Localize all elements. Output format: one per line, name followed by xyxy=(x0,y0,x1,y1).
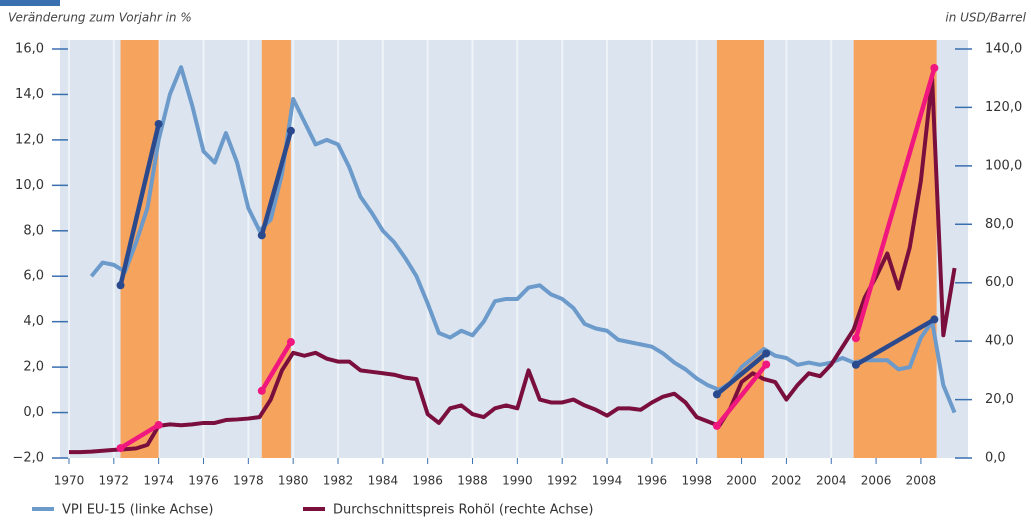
x-tick-label: 1984 xyxy=(368,474,399,488)
x-tick-label: 2002 xyxy=(771,474,802,488)
x-tick-label: 1974 xyxy=(143,474,174,488)
trend-start xyxy=(257,386,266,395)
trend-start xyxy=(712,390,721,399)
x-tick-label: 1980 xyxy=(278,474,309,488)
trend-end xyxy=(930,63,939,72)
trend-start xyxy=(712,421,721,430)
trend-line xyxy=(259,128,294,238)
trend-start xyxy=(851,334,860,343)
y-tick-label: 4,0 xyxy=(23,314,44,329)
highlight-band xyxy=(261,40,291,458)
data-line xyxy=(68,76,957,455)
x-tick-label: 1996 xyxy=(637,474,668,488)
y-tick-label: −2,0 xyxy=(12,451,44,466)
y2-tick-label: 120,0 xyxy=(985,100,1022,115)
plot-background xyxy=(60,40,968,458)
y2-tick-label: 140,0 xyxy=(985,42,1022,57)
y2-tick-label: 20,0 xyxy=(985,392,1014,407)
trend-line xyxy=(259,339,294,394)
legend-label: Durchschnittspreis Rohöl (rechte Achse) xyxy=(333,503,593,518)
y-tick-label: 16,0 xyxy=(15,42,44,57)
title-fragment xyxy=(0,0,60,6)
y-tick-label: 6,0 xyxy=(23,269,44,284)
y-tick-label: 14,0 xyxy=(15,87,44,102)
legend-label: VPI EU-15 (linke Achse) xyxy=(62,503,213,518)
trend-line xyxy=(853,65,937,341)
x-tick-label: 1990 xyxy=(502,474,533,488)
trend-line xyxy=(118,121,161,288)
x-tick-label: 1976 xyxy=(188,474,219,488)
trend-line xyxy=(714,351,769,397)
y-tick-label: 10,0 xyxy=(15,178,44,193)
trend-line xyxy=(118,422,161,451)
trend-end xyxy=(286,338,295,347)
x-tick-label: 2004 xyxy=(816,474,847,488)
trend-end xyxy=(154,420,163,429)
y2-tick-label: 100,0 xyxy=(985,158,1022,173)
trend-end xyxy=(930,315,939,324)
right-axis-caption: in USD/Barrel xyxy=(945,11,1026,25)
x-tick-label: 1972 xyxy=(99,474,130,488)
x-tick-label: 1978 xyxy=(233,474,264,488)
y2-tick-label: 60,0 xyxy=(985,275,1014,290)
trend-start xyxy=(116,281,125,290)
trend-start xyxy=(257,231,266,240)
y-tick-label: 0,0 xyxy=(23,405,44,420)
y-tick-label: 12,0 xyxy=(15,132,44,147)
highlight-band xyxy=(120,40,159,458)
y2-tick-label: 80,0 xyxy=(985,217,1014,232)
x-tick-label: 1982 xyxy=(323,474,354,488)
x-tick-label: 1970 xyxy=(54,474,85,488)
y2-tick-label: 0,0 xyxy=(985,451,1006,466)
x-tick-label: 1986 xyxy=(412,474,443,488)
trend-start xyxy=(851,360,860,369)
trend-start xyxy=(116,444,125,453)
x-tick-label: 2006 xyxy=(861,474,892,488)
data-line xyxy=(89,65,957,414)
trend-end xyxy=(154,119,163,128)
x-tick-label: 1992 xyxy=(547,474,578,488)
trend-end xyxy=(286,126,295,135)
trend-end xyxy=(762,360,771,369)
x-tick-label: 1998 xyxy=(681,474,712,488)
y2-tick-label: 40,0 xyxy=(985,334,1014,349)
x-tick-label: 1988 xyxy=(457,474,488,488)
trend-end xyxy=(762,349,771,358)
x-tick-label: 2000 xyxy=(726,474,757,488)
x-tick-label: 1994 xyxy=(592,474,623,488)
left-axis-caption: Veränderung zum Vorjahr in % xyxy=(8,11,192,25)
y-tick-label: 2,0 xyxy=(23,360,44,375)
y-tick-label: 8,0 xyxy=(23,223,44,238)
trend-line xyxy=(853,317,937,368)
trend-line xyxy=(714,362,769,429)
x-tick-label: 2008 xyxy=(906,474,937,488)
